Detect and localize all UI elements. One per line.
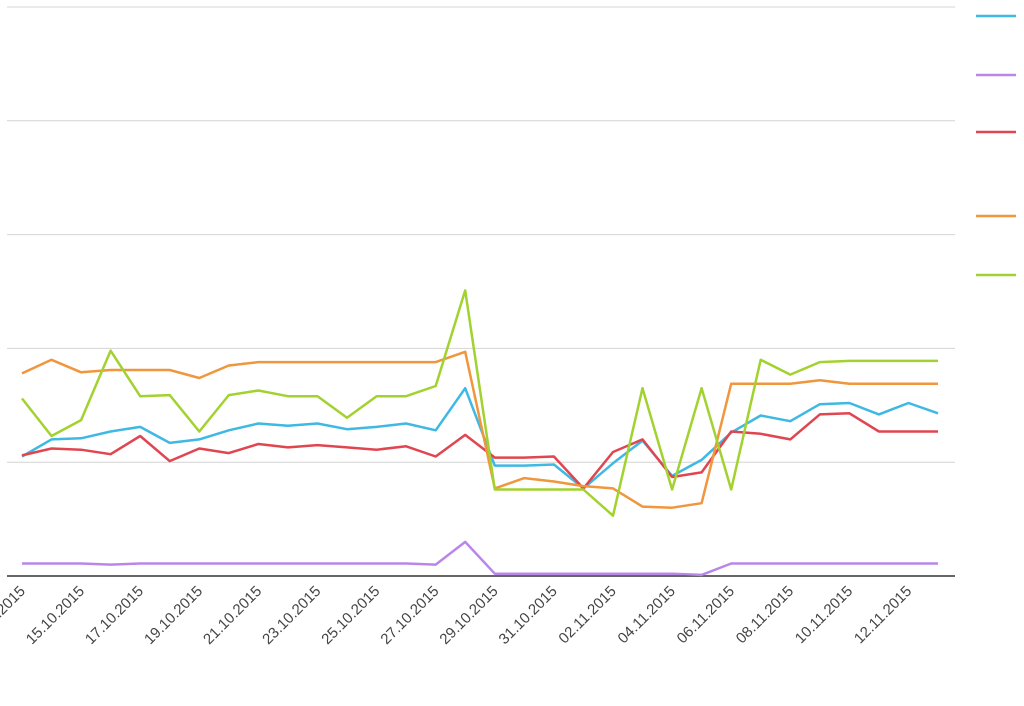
x-tick-label: 15.10.2015: [23, 583, 88, 648]
x-tick-label: 10.11.2015: [792, 583, 856, 647]
x-tick-label: 31.10.2015: [496, 583, 561, 648]
x-tick-label: 29.10.2015: [436, 583, 501, 648]
x-tick-label: 08.11.2015: [733, 583, 797, 647]
series-line: [21, 386, 939, 490]
series-line: [22, 540, 938, 577]
x-tick-label: 21.10.2015: [200, 583, 265, 648]
x-tick-label: 12.11.2015: [851, 583, 915, 647]
x-tick-label: 17.10.2015: [82, 583, 147, 648]
x-tick-label: 02.11.2015: [555, 583, 619, 647]
x-tick-label: 04.11.2015: [615, 583, 679, 647]
series-line: [21, 289, 938, 517]
x-tick-label: 27.10.2015: [377, 583, 442, 648]
x-tick-label: 25.10.2015: [318, 583, 383, 648]
x-tick-label: 19.10.2015: [141, 583, 206, 648]
x-tick-label: 06.11.2015: [674, 583, 738, 647]
series-line: [21, 412, 938, 490]
series-line: [21, 350, 938, 509]
x-tick-label: 23.10.2015: [259, 583, 324, 648]
